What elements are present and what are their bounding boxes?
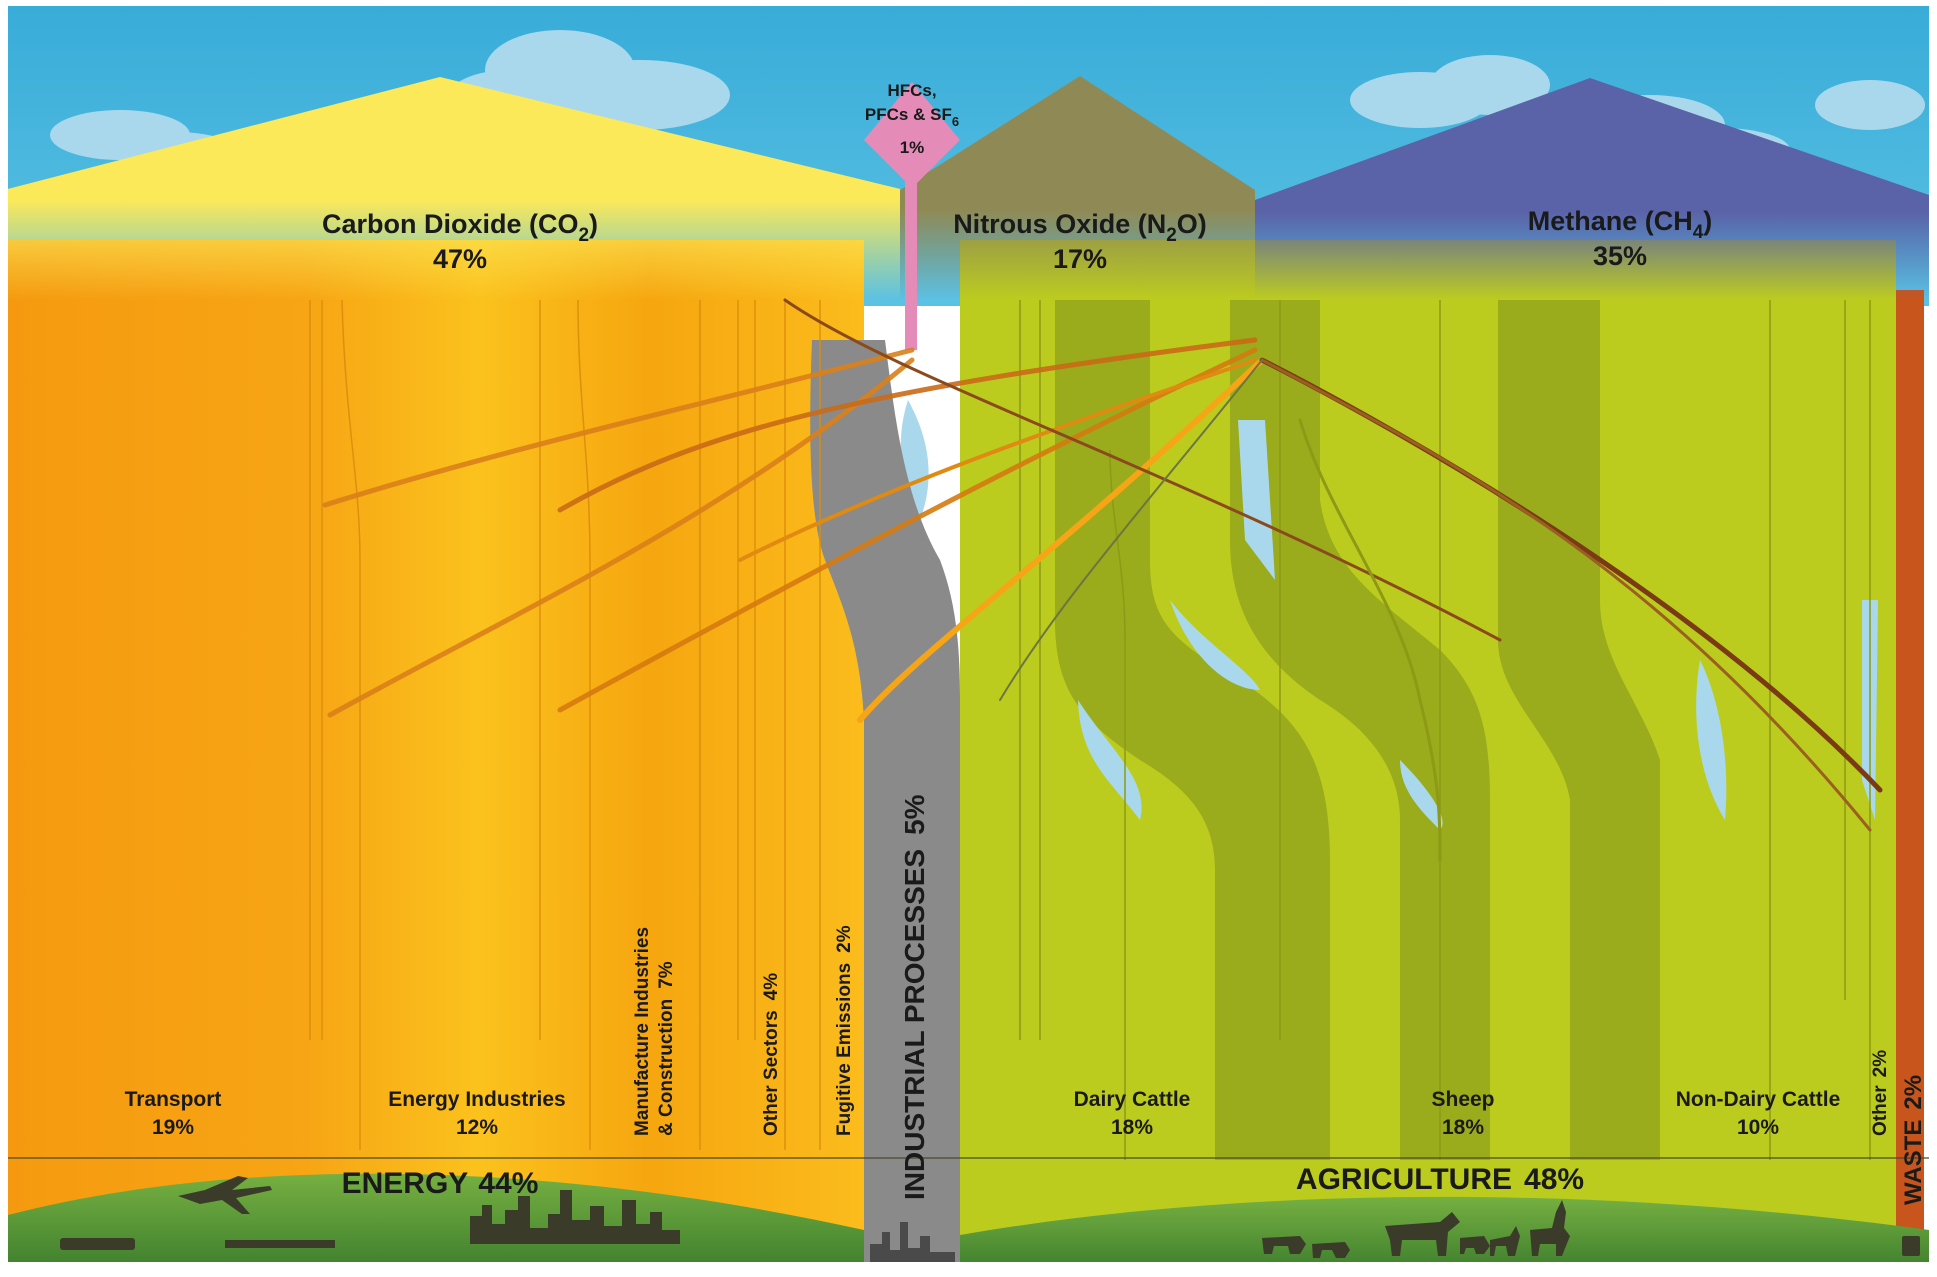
co2-gas-block — [8, 78, 900, 300]
industrial-sector-label: INDUSTRIAL PROCESSES5% — [899, 794, 930, 1200]
agriculture-flow-bands — [1055, 300, 1660, 1160]
fugitive-emissions-label: Fugitive Emissions2% — [834, 925, 855, 1136]
sheep-icon — [1312, 1242, 1350, 1258]
manufacture-label-line1: Manufacture Industries — [632, 927, 653, 1136]
factory-icon — [870, 1222, 955, 1262]
waste-sector-band — [1896, 290, 1924, 1270]
energy-sector-band — [8, 240, 864, 1270]
sheep-percent: 18% — [1442, 1116, 1484, 1139]
co2-percent: 47% — [433, 244, 487, 274]
n2o-label: Nitrous Oxide (N2O) — [953, 209, 1207, 246]
energy-industries-label: Energy Industries — [388, 1088, 565, 1111]
sheep-icon — [1460, 1236, 1490, 1254]
crossover-flows — [322, 298, 1883, 862]
hfc-label-line2: PFCs & SF6 — [865, 105, 959, 129]
hfc-percent: 1% — [900, 138, 925, 157]
train-icon — [225, 1240, 335, 1248]
industrial-silhouette — [870, 1222, 955, 1262]
waste-silhouette — [1902, 1236, 1920, 1256]
ag-other-label: Other2% — [1870, 1050, 1891, 1136]
co2-label: Carbon Dioxide (CO2) — [322, 209, 598, 246]
manufacture-label-line2: & Construction7% — [656, 961, 677, 1136]
ch4-percent: 35% — [1593, 241, 1647, 271]
n2o-gas-block — [900, 76, 1255, 300]
n2o-percent: 17% — [1053, 244, 1107, 274]
energy-sector-label: ENERGY 44% — [342, 1167, 539, 1200]
cow-icon — [1385, 1212, 1460, 1256]
energy-industries-percent: 12% — [456, 1116, 498, 1139]
city-skyline-icon — [470, 1190, 680, 1244]
transport-label: Transport — [125, 1088, 222, 1111]
agriculture-silhouettes — [1262, 1200, 1570, 1258]
energy-silhouettes — [60, 1176, 680, 1250]
ch4-label: Methane (CH4) — [1528, 206, 1713, 243]
energy-stream-lines — [309, 299, 821, 1150]
hfc-label-line1: HFCs, — [887, 81, 936, 100]
sheep-icon — [1262, 1236, 1306, 1254]
bin-icon — [1902, 1236, 1920, 1256]
hfc-gas-diamond — [864, 82, 960, 188]
agriculture-sector-label: AGRICULTURE 48% — [1296, 1163, 1584, 1196]
deer-icon — [1530, 1200, 1570, 1256]
deer-icon — [1490, 1226, 1520, 1256]
dairy-cattle-label: Dairy Cattle — [1074, 1088, 1191, 1111]
waste-sector-label: WASTE2% — [1900, 1075, 1927, 1205]
other-sectors-label: Other Sectors4% — [761, 973, 782, 1136]
transport-percent: 19% — [152, 1116, 194, 1139]
truck-icon — [60, 1238, 135, 1250]
non-dairy-cattle-label: Non-Dairy Cattle — [1676, 1088, 1841, 1111]
dairy-cattle-percent: 18% — [1111, 1116, 1153, 1139]
airplane-icon — [178, 1176, 272, 1214]
ch4-gas-block — [1255, 78, 1929, 300]
non-dairy-cattle-percent: 10% — [1737, 1116, 1779, 1139]
sheep-label: Sheep — [1431, 1088, 1494, 1111]
